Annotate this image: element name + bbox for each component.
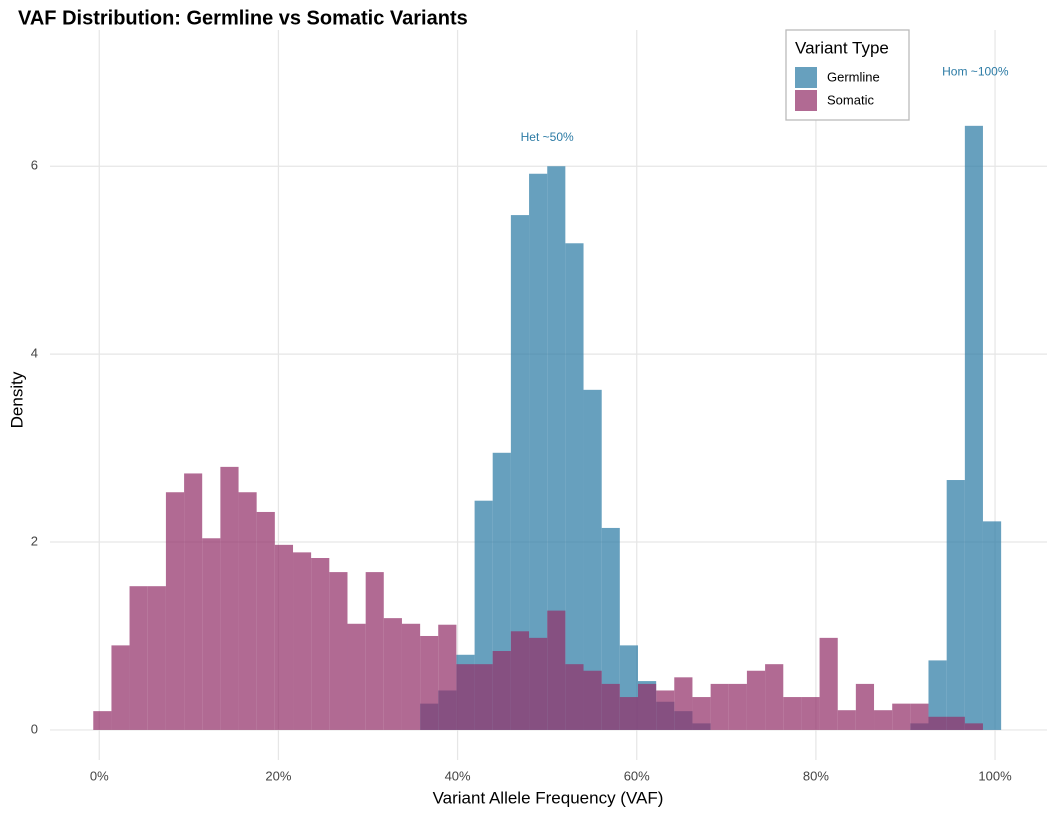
histogram-bar	[220, 466, 239, 730]
histogram-bar	[547, 166, 566, 730]
histogram-bar	[601, 527, 620, 730]
histogram-bar	[583, 670, 602, 730]
histogram-bar	[928, 660, 947, 730]
histogram-bar	[365, 572, 384, 730]
x-tick-label: 40%	[445, 768, 471, 783]
histogram-bar	[746, 670, 766, 730]
histogram-bar	[184, 473, 203, 730]
histogram-bar	[456, 664, 475, 730]
histogram-bar	[147, 586, 166, 730]
histogram-bar	[510, 631, 530, 730]
histogram-bar	[238, 492, 257, 730]
histogram-bar	[256, 511, 275, 730]
legend-label: Germline	[827, 69, 880, 84]
y-tick-label: 2	[31, 533, 38, 548]
legend-swatch	[795, 67, 817, 88]
histogram-bar	[692, 697, 711, 730]
histogram-bar	[801, 697, 820, 730]
histogram-bar	[656, 690, 675, 730]
y-tick-label: 6	[31, 158, 38, 173]
histogram-bar	[946, 716, 965, 730]
y-tick-label: 4	[31, 346, 38, 361]
histogram-bar	[547, 610, 566, 730]
histogram-bar	[837, 710, 856, 730]
histogram-bar	[819, 637, 838, 730]
legend-label: Somatic	[827, 92, 874, 107]
histogram-bar	[293, 552, 312, 730]
histogram-bar	[601, 683, 620, 730]
histogram-bar	[529, 173, 548, 730]
x-axis-title: Variant Allele Frequency (VAF)	[433, 788, 664, 807]
x-tick-label: 100%	[978, 768, 1012, 783]
y-tick-label: 0	[31, 721, 38, 736]
histogram-bar	[420, 635, 439, 730]
histogram-bar	[311, 558, 330, 730]
legend-title: Variant Type	[795, 38, 889, 57]
histogram-bar	[492, 651, 511, 730]
histogram-bar	[383, 618, 402, 730]
histogram-bar	[910, 703, 929, 730]
histogram-bar	[583, 389, 602, 730]
histogram-bar	[565, 664, 584, 730]
histogram-bar	[928, 716, 947, 730]
histogram-bar	[710, 683, 729, 730]
histogram-bar	[874, 710, 893, 730]
x-tick-label: 80%	[803, 768, 829, 783]
legend-swatch	[795, 90, 817, 111]
histogram-bar	[202, 538, 221, 730]
x-tick-label: 20%	[265, 768, 291, 783]
histogram-bar	[510, 215, 530, 730]
histogram-bar	[637, 683, 657, 730]
histogram-bar	[964, 723, 983, 730]
histogram-bar	[765, 664, 784, 730]
histogram-bar	[474, 664, 493, 730]
x-tick-label: 0%	[90, 768, 109, 783]
histogram-bar	[274, 544, 294, 730]
histogram-bar	[347, 623, 366, 730]
histogram-bar	[401, 623, 421, 730]
histogram-bar	[93, 711, 112, 730]
annotation: Hom ~100%	[942, 64, 1009, 78]
histogram-bar	[964, 125, 983, 730]
histogram-bar	[329, 572, 348, 730]
histogram-bar	[529, 637, 548, 730]
histogram-bar	[165, 492, 185, 730]
x-tick-label: 60%	[624, 768, 650, 783]
histogram-bar	[438, 624, 457, 730]
histogram-bar	[982, 521, 1002, 730]
annotation: Het ~50%	[521, 130, 574, 144]
histogram-bar	[111, 645, 130, 730]
histogram-bar	[783, 697, 802, 730]
histogram-bar	[619, 697, 638, 730]
y-axis-title: Density	[7, 371, 26, 428]
histogram-bar	[674, 677, 693, 730]
chart-title: VAF Distribution: Germline vs Somatic Va…	[18, 7, 468, 29]
histogram-bar	[565, 243, 584, 730]
histogram-bar	[855, 683, 875, 730]
histogram-bar	[728, 683, 747, 730]
histogram-bar	[129, 586, 148, 730]
histogram-bar	[946, 480, 965, 730]
histogram-bar	[892, 703, 911, 730]
